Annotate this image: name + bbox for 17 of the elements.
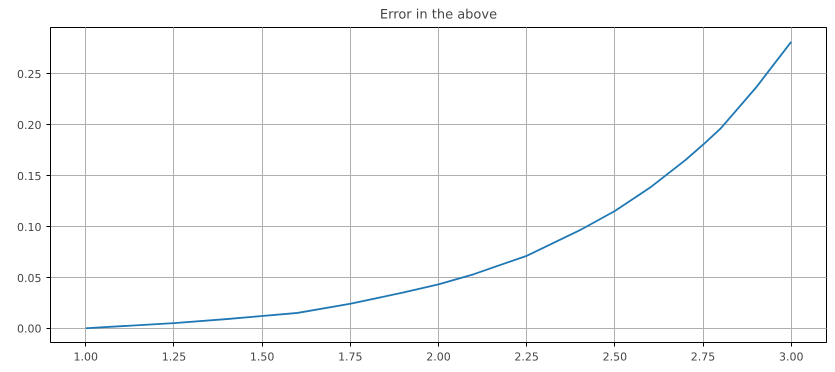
y-tick-label: 0.00	[17, 322, 42, 336]
y-tick-label: 0.25	[17, 68, 42, 81]
y-tick-label: 0.10	[17, 220, 42, 234]
x-tick-label: 2.25	[514, 350, 539, 364]
x-tick-label: 2.75	[690, 350, 716, 364]
y-tick-label: 0.15	[17, 170, 42, 183]
x-tick-label: 1.25	[162, 350, 186, 364]
x-tick-label: 1.00	[74, 350, 98, 364]
y-tick-label: 0.05	[17, 272, 42, 285]
x-tick-label: 1.50	[250, 350, 274, 364]
line-series	[84, 40, 792, 330]
x-tick-label: 3.00	[778, 350, 804, 364]
chart-title: Error in the above	[380, 8, 498, 22]
y-tick-label: 0.20	[17, 118, 42, 132]
x-tick-label: 2.00	[426, 350, 451, 364]
x-tick-label: 2.50	[602, 350, 628, 364]
x-tick-label: 1.75	[338, 350, 363, 364]
